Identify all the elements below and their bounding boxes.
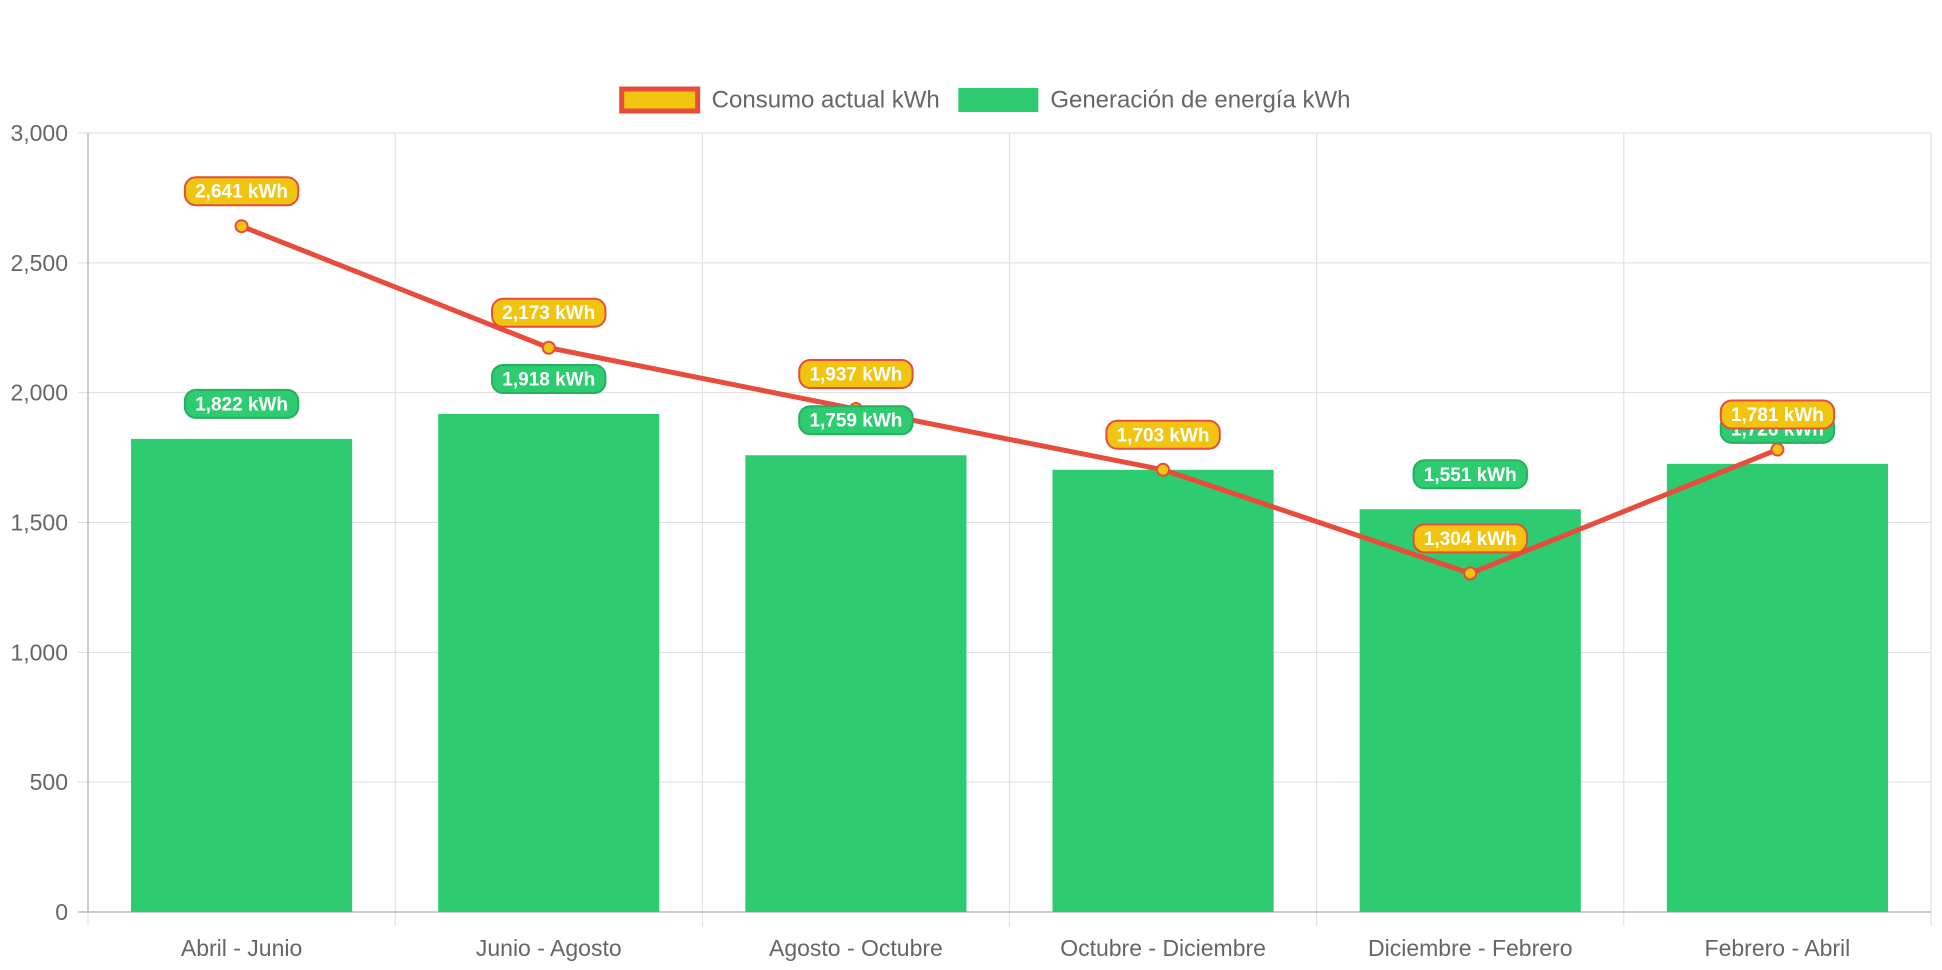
data-label-text: 1,937 kWh	[809, 365, 902, 386]
data-label: 1,781 kWh	[1719, 399, 1836, 430]
data-label-box	[1412, 459, 1528, 490]
legend-swatch	[958, 88, 1039, 112]
line-path	[240, 223, 1779, 576]
legend-label: Generación de energía kWh	[1050, 87, 1350, 114]
data-label-box	[491, 297, 607, 328]
bar[interactable]	[1666, 463, 1888, 912]
data-label-box	[1105, 419, 1221, 450]
line-point[interactable]	[541, 340, 556, 355]
legend-label: Consumo actual kWh	[712, 87, 940, 114]
data-label-box	[1412, 523, 1528, 554]
y-tick-label: 3,000	[10, 120, 68, 146]
data-label: 1,703 kWh	[1105, 419, 1221, 450]
bar[interactable]	[745, 455, 967, 912]
legend[interactable]: Consumo actual kWh Generación de energía …	[619, 86, 1351, 114]
y-tick-label: 0	[55, 899, 68, 925]
line-point[interactable]	[1463, 566, 1478, 581]
data-label: 1,822 kWh	[183, 388, 300, 419]
data-label: 2,173 kWh	[491, 297, 607, 328]
x-tick-label: Abril - Junio	[181, 935, 302, 961]
bar[interactable]	[131, 438, 353, 912]
data-label-box	[183, 388, 300, 419]
data-label-box	[798, 359, 914, 390]
x-tick-label: Junio - Agosto	[476, 935, 622, 961]
data-label-text: 1,703 kWh	[1117, 425, 1210, 446]
data-label: 1,759 kWh	[798, 405, 914, 436]
x-tick-label: Diciembre - Febrero	[1368, 935, 1573, 961]
grid	[78, 132, 1932, 926]
data-label-text: 1,304 kWh	[1424, 529, 1517, 550]
bar-series	[131, 413, 1888, 912]
data-label-text: 1,781 kWh	[1731, 405, 1824, 426]
line-point[interactable]	[234, 219, 249, 234]
y-tick-label: 2,500	[10, 250, 68, 276]
data-label-text: 2,641 kWh	[195, 182, 288, 203]
legend-swatch	[619, 86, 701, 114]
x-tick-label: Agosto - Octubre	[769, 935, 943, 961]
legend-item[interactable]: Consumo actual kWh	[619, 86, 940, 114]
y-tick-label: 1,000	[10, 639, 68, 665]
axis-ticks: 0 500 1,000 1,500 2,000 2,500 3,000 Abril - Jun…	[10, 120, 1850, 961]
data-label-text: 1,551 kWh	[1424, 465, 1517, 486]
line-series	[234, 219, 1785, 581]
data-label: 1,937 kWh	[798, 359, 914, 390]
x-tick-label: Octubre - Diciembre	[1060, 935, 1266, 961]
y-tick-label: 1,500	[10, 510, 68, 536]
data-label-box	[183, 176, 300, 207]
data-label-text: 1,918 kWh	[502, 369, 595, 390]
data-label: 2,641 kWh	[183, 176, 300, 207]
data-label-box	[1719, 399, 1836, 430]
data-label-box	[798, 405, 914, 436]
data-label: 1,918 kWh	[491, 363, 607, 394]
data-label: 1,551 kWh	[1412, 459, 1528, 490]
data-label: 1,304 kWh	[1412, 523, 1528, 554]
x-tick-label: Febrero - Abril	[1705, 935, 1851, 961]
line-point[interactable]	[1156, 462, 1171, 477]
y-tick-label: 500	[30, 769, 68, 795]
data-label-text: 1,759 kWh	[809, 411, 902, 432]
data-label-box	[491, 363, 607, 394]
data-label-text: 1,822 kWh	[195, 394, 288, 415]
data-label-text: 2,173 kWh	[502, 303, 595, 324]
bar[interactable]	[1052, 469, 1274, 912]
legend-item[interactable]: Generación de energía kWh	[958, 87, 1351, 114]
line-point[interactable]	[1770, 442, 1785, 457]
bar[interactable]	[438, 413, 660, 912]
y-tick-label: 2,000	[10, 380, 68, 406]
